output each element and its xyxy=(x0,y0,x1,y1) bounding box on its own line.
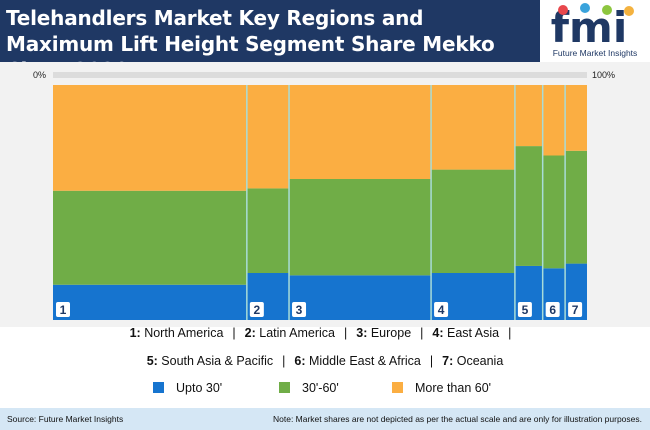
region-legend-name: East Asia xyxy=(443,326,500,340)
region-legend-separator: | xyxy=(429,354,434,368)
segment-3-2 xyxy=(289,85,432,179)
column-badge-4 xyxy=(434,302,449,317)
logo-subtitle: Future Market Insights xyxy=(552,48,638,58)
region-legend-name: North America xyxy=(140,326,224,340)
segment-6-1 xyxy=(542,155,566,269)
segment-7-2 xyxy=(565,85,587,151)
region-legend-separator: | xyxy=(282,354,286,368)
column-label-7: 7 xyxy=(572,303,579,317)
legend-label-upto-30: Upto 30' xyxy=(176,381,223,395)
mekko-chart: 1 2 3 4 5 6 7 xyxy=(53,72,587,320)
footer: Source: Future Market Insights Note: Mar… xyxy=(0,408,650,430)
segment-3-1 xyxy=(289,179,432,276)
title-band: Telehandlers Market Key Regions and Maxi… xyxy=(0,0,540,82)
region-legend-number: 6: xyxy=(294,354,306,368)
axis-label-left: 0% xyxy=(33,70,47,80)
region-legend-number: 3: xyxy=(356,326,368,340)
segment-1-0 xyxy=(53,284,247,320)
note-text: Note: Market shares are not depicted as … xyxy=(272,414,642,424)
segment-7-1 xyxy=(565,150,587,264)
series-legend: Upto 30' 30'-60' More than 60' xyxy=(0,381,650,399)
segment-3-0 xyxy=(289,275,432,320)
legend-item-upto-30: Upto 30' xyxy=(153,381,222,395)
legend-item-more-than-60: More than 60' xyxy=(392,381,491,395)
column-badge-2 xyxy=(249,302,264,317)
column-badge-1 xyxy=(56,302,70,317)
segment-4-1 xyxy=(431,169,515,273)
legend-item-30-60: 30'-60' xyxy=(279,381,339,395)
region-legend-number: 2: xyxy=(244,326,256,340)
region-legend-number: 4: xyxy=(432,326,444,340)
segment-1-1 xyxy=(53,190,247,285)
legend-label-more-than-60: More than 60' xyxy=(415,381,492,395)
region-legend-separator: | xyxy=(420,326,424,340)
region-legend-name: South Asia & Pacific xyxy=(157,354,274,368)
legend-swatch-30-60 xyxy=(279,382,290,393)
legend-swatch-upto-30 xyxy=(153,382,164,393)
chart-title: Telehandlers Market Key Regions and Maxi… xyxy=(6,6,495,82)
column-badge-5 xyxy=(517,302,532,317)
region-legend-separator: | xyxy=(344,326,348,340)
column-badge-7 xyxy=(568,302,583,317)
region-legend-line-2: 5: South Asia & Pacific | 6: Middle East &… xyxy=(0,354,650,368)
axis-label-right: 100% xyxy=(592,70,616,80)
column-label-5: 5 xyxy=(522,303,529,317)
region-legend-name: Latin America xyxy=(255,326,335,340)
region-legend-number: 7: xyxy=(442,354,454,368)
column-badge-6 xyxy=(545,302,560,317)
segment-2-2 xyxy=(246,85,290,189)
column-label-1: 1 xyxy=(60,303,67,317)
region-legend-separator: | xyxy=(232,326,236,340)
segment-5-2 xyxy=(514,85,543,147)
fmi-logo: fmi Future Market Insights xyxy=(545,2,650,60)
fmi-logo-mark: fmi xyxy=(551,3,634,52)
column-label-6: 6 xyxy=(549,303,556,317)
logo-dot-3 xyxy=(602,5,612,15)
segment-6-2 xyxy=(542,85,566,156)
region-legend-name: Oceania xyxy=(453,354,504,368)
column-label-4: 4 xyxy=(438,303,445,317)
region-legend-name: Europe xyxy=(367,326,412,340)
region-legend-number: 5: xyxy=(146,354,158,368)
region-legend-name: Middle East & Africa xyxy=(305,354,421,368)
legend-swatch-more-than-60 xyxy=(392,382,403,393)
logo-dot-1 xyxy=(558,5,568,15)
segment-4-2 xyxy=(431,85,515,170)
logo-dot-4 xyxy=(624,6,634,16)
segment-5-1 xyxy=(514,146,543,266)
column-label-2: 2 xyxy=(253,303,260,317)
region-legend-number: 1: xyxy=(129,326,141,340)
column-label-3: 3 xyxy=(296,303,303,317)
segment-1-2 xyxy=(53,85,247,191)
segment-2-1 xyxy=(246,188,290,273)
source-text: Source: Future Market Insights xyxy=(7,414,124,424)
logo-dot-2 xyxy=(580,3,590,13)
header: Telehandlers Market Key Regions and Maxi… xyxy=(0,0,650,82)
legend-label-30-60: 30'-60' xyxy=(302,381,339,395)
column-badge-3 xyxy=(292,302,307,317)
region-legend-line-1: 1: North America | 2: Latin America | 3: Eur… xyxy=(0,326,650,340)
region-legend-separator: | xyxy=(508,326,512,340)
